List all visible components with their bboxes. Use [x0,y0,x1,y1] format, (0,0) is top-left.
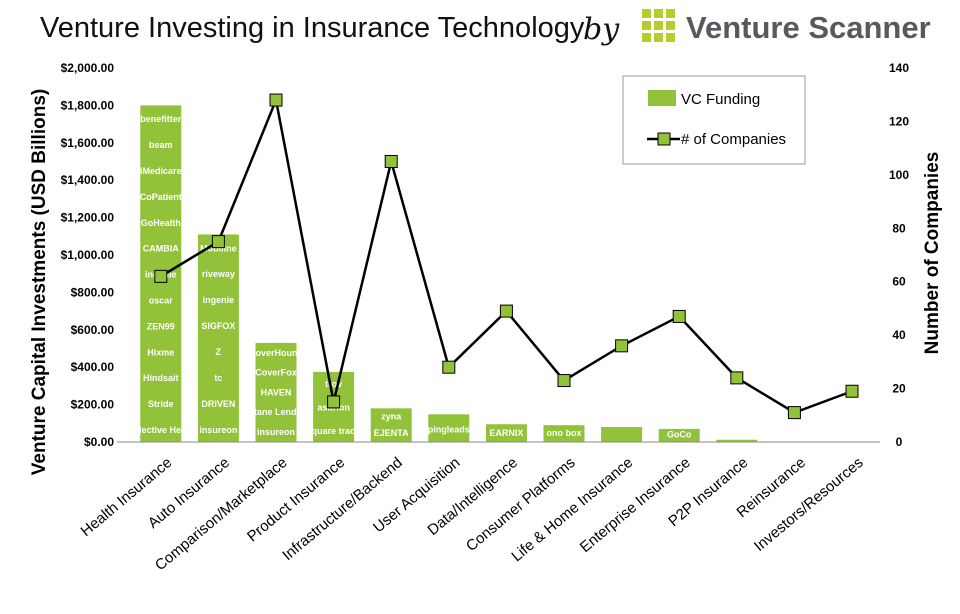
companies-marker-p2p-insurance [730,371,744,385]
bar-auto-insurance [197,234,239,442]
companies-marker-infrastructure-backend [384,155,398,168]
company-logo-coverhound: CoverHound [249,348,303,358]
company-logo-copatient: CoPatient [140,192,182,202]
company-logo-zen99: ZEN99 [147,321,175,331]
y-tick-label: $1,400.00 [61,173,115,187]
y2-tick-label: 60 [892,275,906,289]
companies-marker-product-insurance [327,395,341,409]
y2-tick-label: 100 [889,168,909,182]
y-tick-label: $1,600.00 [61,136,115,150]
y-tick-label: $1,800.00 [61,98,115,112]
y-tick-label: $800.00 [71,285,115,299]
chart-title: Venture Investing in Insurance Technolog… [40,12,585,44]
companies-marker-investors-resources [845,384,859,398]
companies-marker-consumer-platforms [557,374,571,388]
left-axis-ticks: $0.00 $200.00 $400.00 $600.00 $800.00 $1,000.… [61,61,115,449]
category-label-investors-resources: Investors/Resources [751,454,867,555]
y-tick-label: $1,200.00 [61,211,115,225]
company-logo-gohealth: GoHealth [141,218,181,228]
logos-group: benefitter beam iMedicare CoPatient GoHealth… [125,114,692,439]
y-tick-label: $200.00 [71,398,115,412]
company-logo-oscar: oscar [149,295,174,305]
company-logo-ono-box: ono box [547,428,582,438]
y-tick-label: $1,000.00 [61,248,115,262]
y2-tick-label: 0 [896,435,903,449]
company-logo-collective-health: Collective Health [125,425,198,435]
company-logo-imedicare: iMedicare [140,166,182,176]
legend-swatch-vc-funding [648,90,676,106]
company-logo-goco: GoCo [667,429,692,439]
companies-marker-health-insurance [154,269,168,283]
y-tick-label: $600.00 [71,323,115,337]
company-logo-ingenie: ingenie [203,295,235,305]
y-tick-label: $0.00 [84,435,114,449]
company-logo-square-trade: square trade [307,426,361,436]
legend-box [622,75,806,165]
company-logo-driven: DRIVEN [201,399,235,409]
company-logo-benefitter: benefitter [140,114,182,124]
legend-label-companies: # of Companies [681,131,786,148]
company-logo-hixme: Hixme [147,347,174,357]
bar-data-intelligence [485,424,527,442]
companies-marker-user-acquisition [442,360,456,374]
by-label: by [583,12,620,47]
company-logo-hindsait: Hindsait [143,373,179,383]
brand-name: Venture Scanner [686,10,931,45]
bar-comparison-marketplace [255,342,297,442]
companies-marker-enterprise-insurance [672,309,686,323]
chart-header: Venture Investing in Insurance Technolog… [0,0,960,62]
y-tick-label: $400.00 [71,360,115,374]
company-logo-pingleads: pingleads [428,424,470,434]
companies-marker-reinsurance [787,406,801,420]
company-logo-insureon: insureon [199,425,237,435]
company-logo-mobiline: Mobiline [200,243,237,253]
bar-enterprise-insurance [658,428,700,442]
company-logo-earnix: EARNIX [489,428,523,438]
company-logo-zyna: zyna [381,411,402,421]
y-axis-title: Venture Capital Investments (USD Billion… [29,89,50,475]
company-logo-stride: Stride [148,399,174,409]
category-label-product-insurance: Product Insurance [244,454,348,545]
legend: VC Funding # of Companies [622,75,806,165]
companies-marker-comparison-marketplace [269,93,283,107]
bar-user-acquisition [428,414,470,442]
y2-tick-label: 120 [889,114,909,128]
legend-swatch-marker [657,132,671,146]
companies-marker-data-intelligence [499,304,513,318]
category-label-consumer-platforms: Consumer Platforms [463,454,579,555]
company-logo-tc: tc [214,373,222,383]
companies-line-group [154,93,859,420]
y-tick-label: $2,000.00 [61,61,115,75]
company-logo-octane-lending: Octane Lending [242,407,310,417]
company-logo-z: Z [216,347,222,357]
companies-marker-life-home-insurance [615,339,629,353]
right-axis-ticks: 0 20 40 60 80 100 120 140 [889,61,909,449]
y2-tick-label: 20 [892,382,906,396]
company-logo-haven: HAVEN [261,387,292,397]
companies-marker-auto-insurance [211,235,225,249]
y2-tick-label: 80 [892,221,906,235]
bar-p2p-insurance [716,439,758,442]
company-logo-riveway: riveway [202,269,235,279]
y2-axis-title: Number of Companies [922,152,943,355]
bar-life-home-insurance [601,427,643,442]
legend-label-vc-funding: VC Funding [681,91,760,108]
company-logo-ejenta: EJENTA [374,428,409,438]
company-logo-sigfox: SIGFOX [201,321,235,331]
company-logo-insureon: insureon [257,427,295,437]
company-logo-cambia: CAMBIA [143,244,179,254]
category-label-enterprise-insurance: Enterprise Insurance [577,454,694,556]
company-logo-trov: trov [325,379,342,389]
bar-consumer-platforms [543,425,585,442]
company-logo-beam: beam [149,140,173,150]
company-logo-coverfox: CoverFox [255,368,297,378]
y2-tick-label: 140 [889,61,909,75]
chart-canvas: benefitter beam iMedicare CoPatient GoHealth… [29,61,943,574]
bars-group [140,105,758,443]
venture-scanner-logo-icon [642,9,675,42]
bar-infrastructure-backend [370,408,412,442]
y2-tick-label: 40 [892,328,906,342]
